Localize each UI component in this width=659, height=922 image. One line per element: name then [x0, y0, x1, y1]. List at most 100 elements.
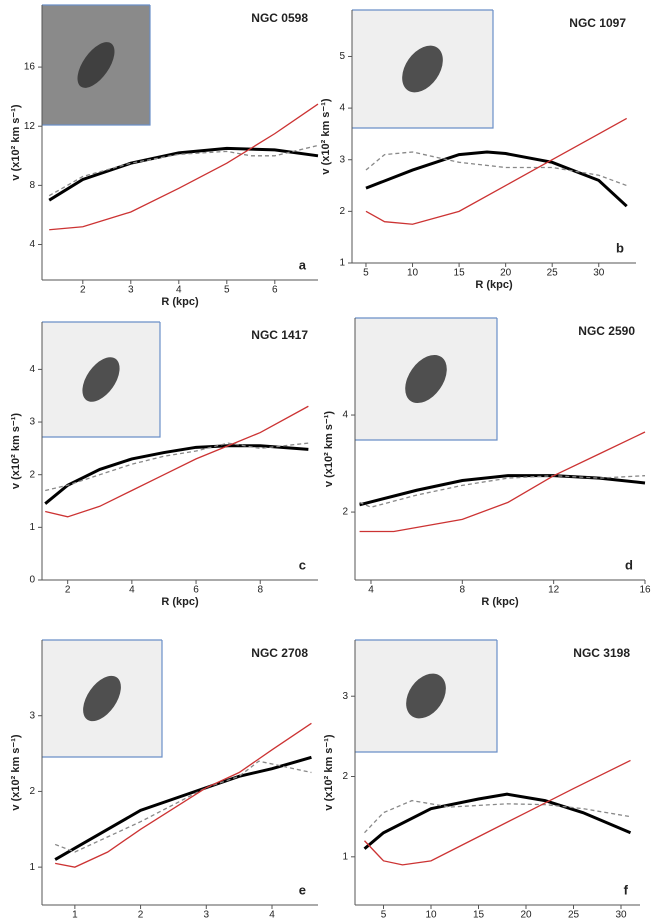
x-tick-label: 30	[615, 910, 627, 921]
x-tick-label: 15	[454, 268, 466, 279]
y-tick-label: 4	[29, 239, 35, 250]
x-tick-label: 15	[473, 910, 485, 921]
galaxy-core	[402, 45, 443, 93]
curve	[359, 431, 646, 533]
x-tick-label: 4	[269, 910, 275, 921]
y-tick-label: 4	[339, 103, 345, 114]
x-tick-label: 3	[128, 285, 134, 296]
x-axis-label: R (kpc)	[475, 279, 513, 291]
x-tick-label: 10	[407, 268, 419, 279]
curve	[55, 722, 312, 868]
y-tick-label: 2	[29, 469, 35, 480]
x-tick-label: 12	[548, 585, 560, 596]
x-tick-label: 5	[363, 268, 369, 279]
y-axis-label: v (x10² km s⁻¹)	[323, 411, 335, 487]
galaxy-core	[83, 675, 121, 722]
y-tick-label: 3	[29, 417, 35, 428]
x-axis-label: R (kpc)	[161, 296, 199, 308]
x-tick-label: 4	[176, 285, 182, 296]
y-tick-label: 3	[342, 691, 348, 702]
y-tick-label: 4	[29, 364, 35, 375]
panel-title: NGC 3198	[573, 646, 630, 660]
curve	[44, 444, 309, 505]
galaxy-core	[82, 357, 120, 402]
x-axis-label: R (kpc)	[161, 921, 199, 922]
image-border	[42, 322, 161, 438]
x-tick-label: 20	[520, 910, 532, 921]
curve	[359, 474, 646, 507]
y-tick-label: 2	[29, 786, 35, 797]
curve	[365, 151, 627, 187]
y-tick-label: 3	[339, 154, 345, 165]
y-axis-label: v (x10² km s⁻¹)	[10, 734, 22, 810]
panel-letter: b	[616, 240, 624, 255]
y-tick-label: 8	[29, 180, 35, 191]
x-tick-label: 2	[80, 285, 86, 296]
x-tick-label: 25	[568, 910, 580, 921]
x-tick-label: 8	[257, 585, 263, 596]
curve	[45, 405, 309, 518]
y-tick-label: 1	[29, 522, 35, 533]
x-tick-label: 16	[639, 585, 651, 596]
y-axis-label: v (x10² km s⁻¹)	[323, 734, 335, 810]
image-border	[355, 318, 498, 441]
y-tick-label: 2	[342, 771, 348, 782]
y-tick-label: 2	[339, 206, 345, 217]
curve	[49, 103, 319, 231]
x-tick-label: 5	[381, 910, 387, 921]
y-tick-label: 12	[24, 121, 36, 132]
panel-title: NGC 0598	[251, 11, 308, 25]
x-tick-label: 6	[272, 285, 278, 296]
image-border	[42, 640, 163, 758]
panel-title: NGC 2590	[578, 324, 635, 338]
curve	[45, 442, 309, 492]
curve	[365, 150, 628, 208]
y-tick-label: 1	[342, 851, 348, 862]
panel-letter: d	[625, 557, 633, 572]
panel-letter: c	[299, 557, 306, 572]
y-tick-label: 3	[29, 710, 35, 721]
curve	[54, 755, 312, 861]
curve	[364, 799, 631, 834]
x-tick-label: 25	[547, 268, 559, 279]
x-axis-label: R (kpc)	[479, 921, 517, 922]
x-tick-label: 1	[72, 910, 78, 921]
x-tick-label: 6	[193, 585, 199, 596]
y-tick-label: 1	[29, 862, 35, 873]
y-tick-label: 4	[342, 410, 348, 421]
image-border	[352, 10, 494, 129]
x-tick-label: 5	[224, 285, 230, 296]
y-tick-label: 1	[339, 258, 345, 269]
y-tick-label: 0	[29, 575, 35, 586]
galaxy-core	[77, 42, 115, 88]
curve	[365, 117, 628, 225]
panel-letter: f	[624, 882, 629, 897]
x-tick-label: 3	[204, 910, 210, 921]
panel-title: NGC 2708	[251, 646, 308, 660]
curve	[364, 759, 631, 866]
x-tick-label: 8	[460, 585, 466, 596]
x-tick-label: 2	[138, 910, 144, 921]
x-tick-label: 30	[593, 268, 605, 279]
curve	[48, 146, 319, 202]
panel-letter: e	[299, 882, 306, 897]
y-axis-label: v (x10² km s⁻¹)	[10, 413, 22, 489]
panel-title: NGC 1417	[251, 328, 308, 342]
y-tick-label: 16	[24, 62, 36, 73]
galaxy-core	[406, 673, 446, 719]
image-border	[42, 5, 151, 126]
x-tick-label: 10	[425, 910, 437, 921]
galaxy-core	[405, 354, 447, 404]
y-axis-label: v (x10² km s⁻¹)	[10, 104, 22, 180]
panel-letter: a	[299, 257, 307, 272]
x-axis-label: R (kpc)	[161, 596, 199, 608]
x-axis-label: R (kpc)	[481, 596, 519, 608]
image-border	[355, 640, 498, 753]
y-tick-label: 5	[339, 51, 345, 62]
curve	[359, 475, 646, 508]
x-tick-label: 4	[129, 585, 135, 596]
x-tick-label: 2	[65, 585, 71, 596]
x-tick-label: 20	[500, 268, 512, 279]
